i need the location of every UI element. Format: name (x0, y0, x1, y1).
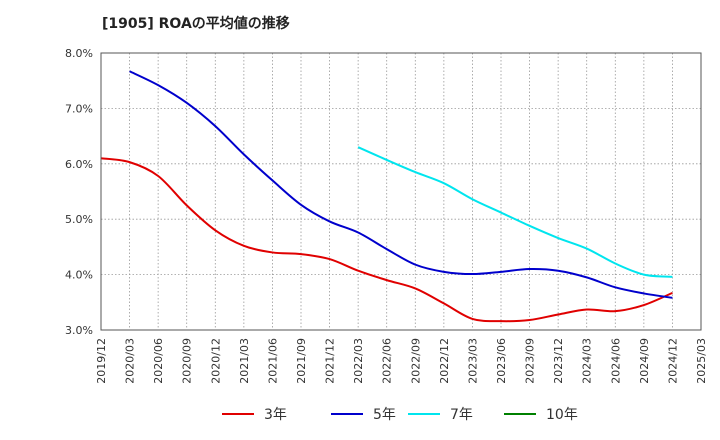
y-tick-label: 5.0% (65, 213, 93, 226)
series-line-7年 (357, 146, 673, 278)
y-tick-label: 7.0% (65, 102, 93, 115)
x-tick-label: 2023/12 (552, 338, 565, 384)
y-axis-ticks: 3.0% 4.0% 5.0% 6.0% 7.0% 8.0% (65, 47, 93, 337)
x-tick-label: 2020/06 (152, 338, 165, 384)
legend-label: 10年 (546, 407, 578, 423)
x-tick-label: 2024/09 (638, 338, 651, 384)
x-tick-label: 2021/03 (238, 338, 251, 384)
x-tick-label: 2023/03 (466, 338, 479, 384)
legend-item: 7年 (408, 407, 473, 423)
x-tick-label: 2020/09 (181, 338, 194, 384)
x-tick-label: 2024/12 (666, 338, 679, 384)
grid (101, 53, 701, 330)
x-tick-label: 2022/12 (438, 338, 451, 384)
x-tick-label: 2022/09 (409, 338, 422, 384)
legend-item: 5年 (331, 407, 396, 423)
series-line-3年 (100, 157, 673, 323)
legend-label: 5年 (373, 407, 396, 423)
y-tick-label: 6.0% (65, 158, 93, 171)
x-tick-label: 2020/03 (124, 338, 137, 384)
x-tick-label: 2022/03 (352, 338, 365, 384)
x-tick-label: 2022/06 (381, 338, 394, 384)
legend-item: 3年 (222, 407, 287, 423)
y-tick-label: 3.0% (65, 324, 93, 337)
x-tick-label: 2021/09 (295, 338, 308, 384)
x-tick-label: 2019/12 (95, 338, 108, 384)
x-tick-label: 2021/06 (266, 338, 279, 384)
x-tick-label: 2023/09 (524, 338, 537, 384)
legend-label: 3年 (264, 407, 287, 423)
legend-label: 7年 (450, 407, 473, 423)
x-tick-label: 2024/06 (609, 338, 622, 384)
series-line-5年 (129, 70, 673, 299)
x-tick-label: 2025/03 (695, 338, 708, 384)
x-tick-label: 2024/03 (581, 338, 594, 384)
x-axis-ticks: 2019/12 2020/03 2020/06 2020/09 2020/12 2021/… (95, 338, 708, 384)
chart-title: [1905] ROAの平均値の推移 (102, 16, 290, 32)
series-lines (100, 70, 673, 323)
x-tick-label: 2021/12 (324, 338, 337, 384)
x-tick-label: 2023/06 (495, 338, 508, 384)
plot-frame (100, 52, 702, 331)
legend: 3年 5年 7年 10年 (222, 407, 578, 423)
y-tick-label: 8.0% (65, 47, 93, 60)
y-tick-label: 4.0% (65, 269, 93, 282)
x-tick-label: 2020/12 (209, 338, 222, 384)
legend-item: 10年 (504, 407, 578, 423)
